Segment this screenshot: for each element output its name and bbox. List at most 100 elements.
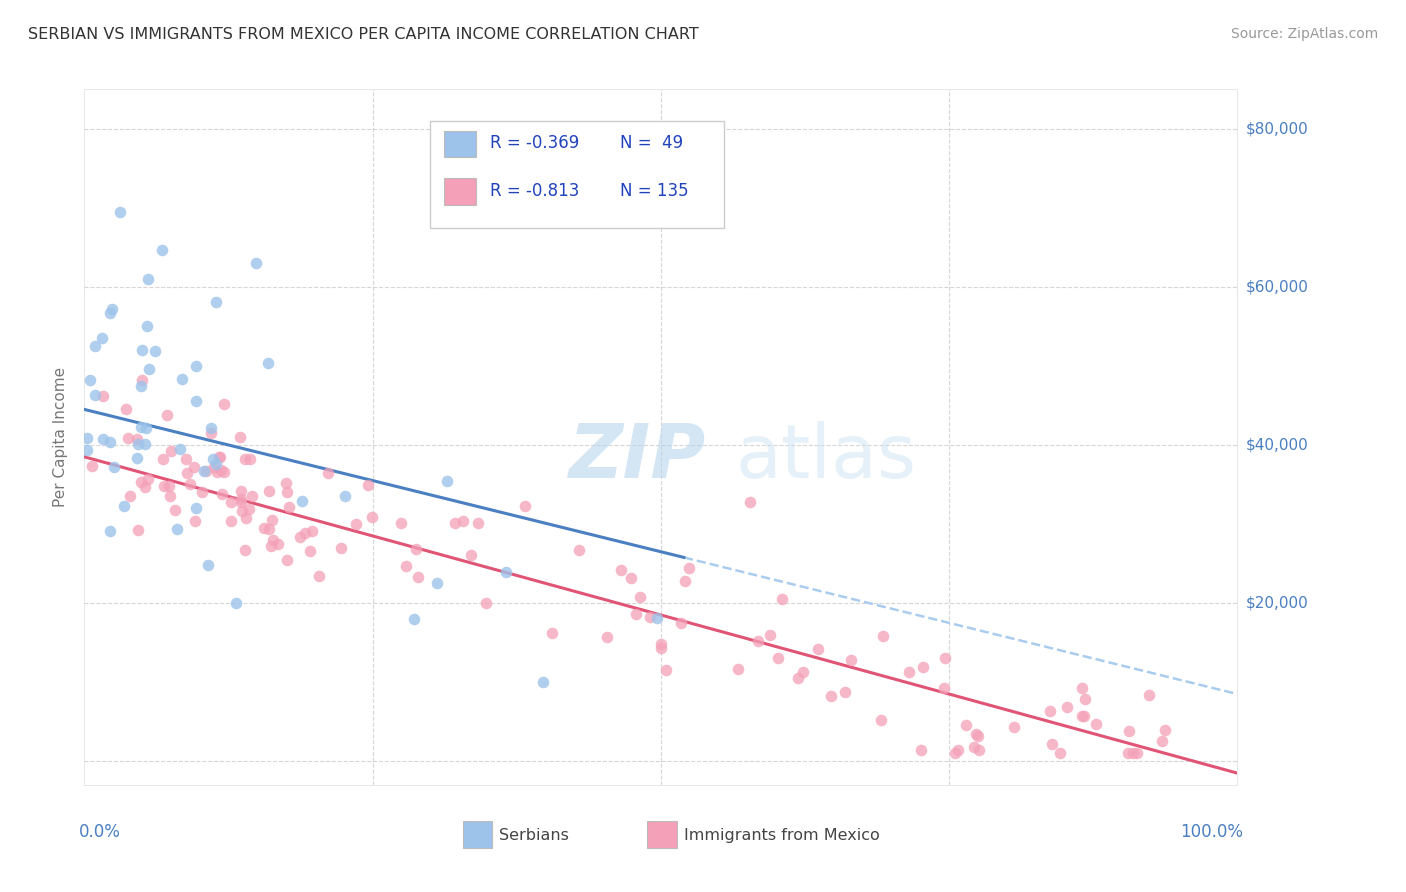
Point: [184, 359, 207, 373]
Point: [568, 543, 591, 558]
Point: [820, 689, 842, 703]
Point: [1153, 723, 1175, 737]
Point: [208, 450, 231, 465]
Point: [131, 379, 153, 393]
Point: [620, 571, 643, 585]
Point: [231, 504, 253, 518]
Point: [212, 397, 235, 411]
FancyBboxPatch shape: [430, 120, 724, 228]
Point: [212, 465, 235, 479]
Point: [1152, 734, 1174, 748]
Point: [294, 526, 316, 541]
Point: [205, 465, 228, 479]
Point: [678, 560, 700, 574]
Point: [193, 464, 215, 478]
Point: [897, 665, 920, 679]
Point: [138, 271, 160, 285]
Point: [209, 463, 232, 477]
Point: [596, 630, 619, 644]
Point: [669, 616, 692, 631]
Point: [166, 522, 188, 536]
Point: [770, 592, 793, 607]
Text: Source: ZipAtlas.com: Source: ZipAtlas.com: [1230, 27, 1378, 41]
Point: [136, 319, 159, 334]
Point: [150, 243, 173, 257]
Point: [650, 637, 672, 651]
Point: [93, 432, 115, 446]
Point: [160, 443, 183, 458]
Point: [357, 477, 380, 491]
Point: [344, 517, 367, 532]
Text: R = -0.369: R = -0.369: [491, 135, 579, 153]
Point: [768, 651, 790, 665]
Point: [165, 503, 187, 517]
Point: [1056, 699, 1078, 714]
Point: [747, 633, 769, 648]
Text: $40,000: $40,000: [1246, 437, 1309, 452]
Point: [932, 681, 955, 696]
Point: [229, 483, 252, 498]
Point: [1122, 747, 1144, 761]
Text: $60,000: $60,000: [1246, 279, 1309, 294]
Point: [202, 459, 225, 474]
Text: N = 135: N = 135: [620, 182, 689, 200]
Point: [84, 388, 107, 402]
Point: [967, 742, 990, 756]
Point: [157, 479, 180, 493]
FancyBboxPatch shape: [463, 822, 492, 847]
Point: [1002, 720, 1025, 734]
FancyBboxPatch shape: [444, 178, 477, 204]
Point: [316, 466, 339, 480]
Point: [277, 500, 299, 515]
Point: [233, 451, 256, 466]
Point: [360, 510, 382, 524]
Text: 0.0%: 0.0%: [79, 823, 121, 841]
Y-axis label: Per Capita Income: Per Capita Income: [53, 367, 69, 508]
Point: [290, 530, 312, 544]
Point: [76, 431, 98, 445]
Point: [98, 434, 121, 449]
Point: [655, 663, 678, 677]
Point: [262, 513, 284, 527]
Text: R = -0.813: R = -0.813: [491, 182, 579, 200]
Point: [934, 651, 956, 665]
Point: [1116, 747, 1139, 761]
Point: [100, 301, 122, 316]
Point: [134, 480, 156, 494]
Point: [103, 460, 125, 475]
Point: [231, 491, 253, 506]
Point: [235, 511, 257, 525]
FancyBboxPatch shape: [647, 822, 676, 847]
Point: [169, 442, 191, 456]
Point: [330, 541, 353, 556]
Point: [219, 514, 242, 528]
Point: [436, 474, 458, 488]
Point: [628, 590, 651, 604]
Point: [333, 489, 356, 503]
Point: [1071, 709, 1094, 723]
Point: [1118, 724, 1140, 739]
Point: [1039, 704, 1062, 718]
Point: [1074, 692, 1097, 706]
Point: [948, 743, 970, 757]
Point: [1049, 747, 1071, 761]
Point: [727, 662, 749, 676]
Point: [404, 612, 426, 626]
Point: [256, 356, 278, 370]
Point: [108, 204, 131, 219]
Text: Serbians: Serbians: [499, 828, 569, 843]
Point: [609, 563, 631, 577]
Point: [138, 472, 160, 486]
Point: [1137, 688, 1160, 702]
Point: [98, 524, 121, 538]
Point: [239, 452, 262, 467]
Point: [184, 394, 207, 409]
Point: [240, 490, 263, 504]
Point: [238, 501, 260, 516]
Text: $20,000: $20,000: [1246, 596, 1309, 611]
Point: [963, 740, 986, 755]
Point: [131, 343, 153, 357]
Point: [84, 339, 107, 353]
Point: [408, 570, 430, 584]
Point: [219, 495, 242, 509]
